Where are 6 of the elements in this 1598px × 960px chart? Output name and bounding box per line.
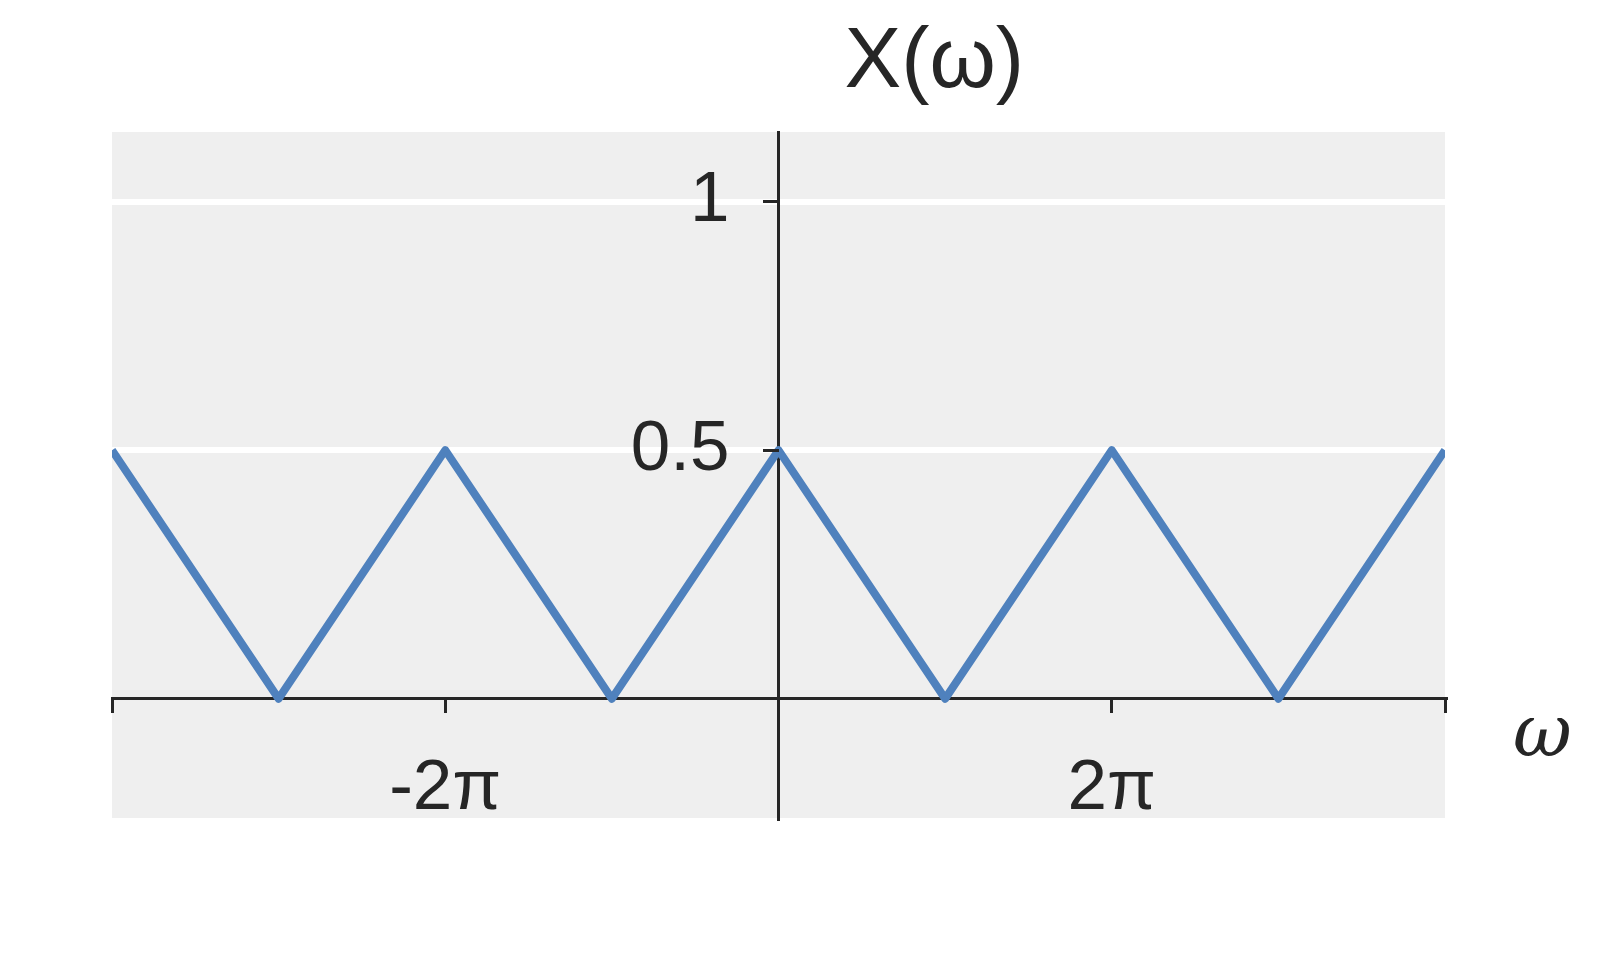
x-tick-label: 2π xyxy=(1067,744,1156,824)
y-axis-title: X(ω) xyxy=(844,10,1025,105)
x-tick-label: -2π xyxy=(389,744,502,824)
y-tick-label: 1 xyxy=(690,157,730,237)
x-axis-title: ω xyxy=(1513,688,1572,773)
y-tick-label: 0.5 xyxy=(630,405,730,485)
